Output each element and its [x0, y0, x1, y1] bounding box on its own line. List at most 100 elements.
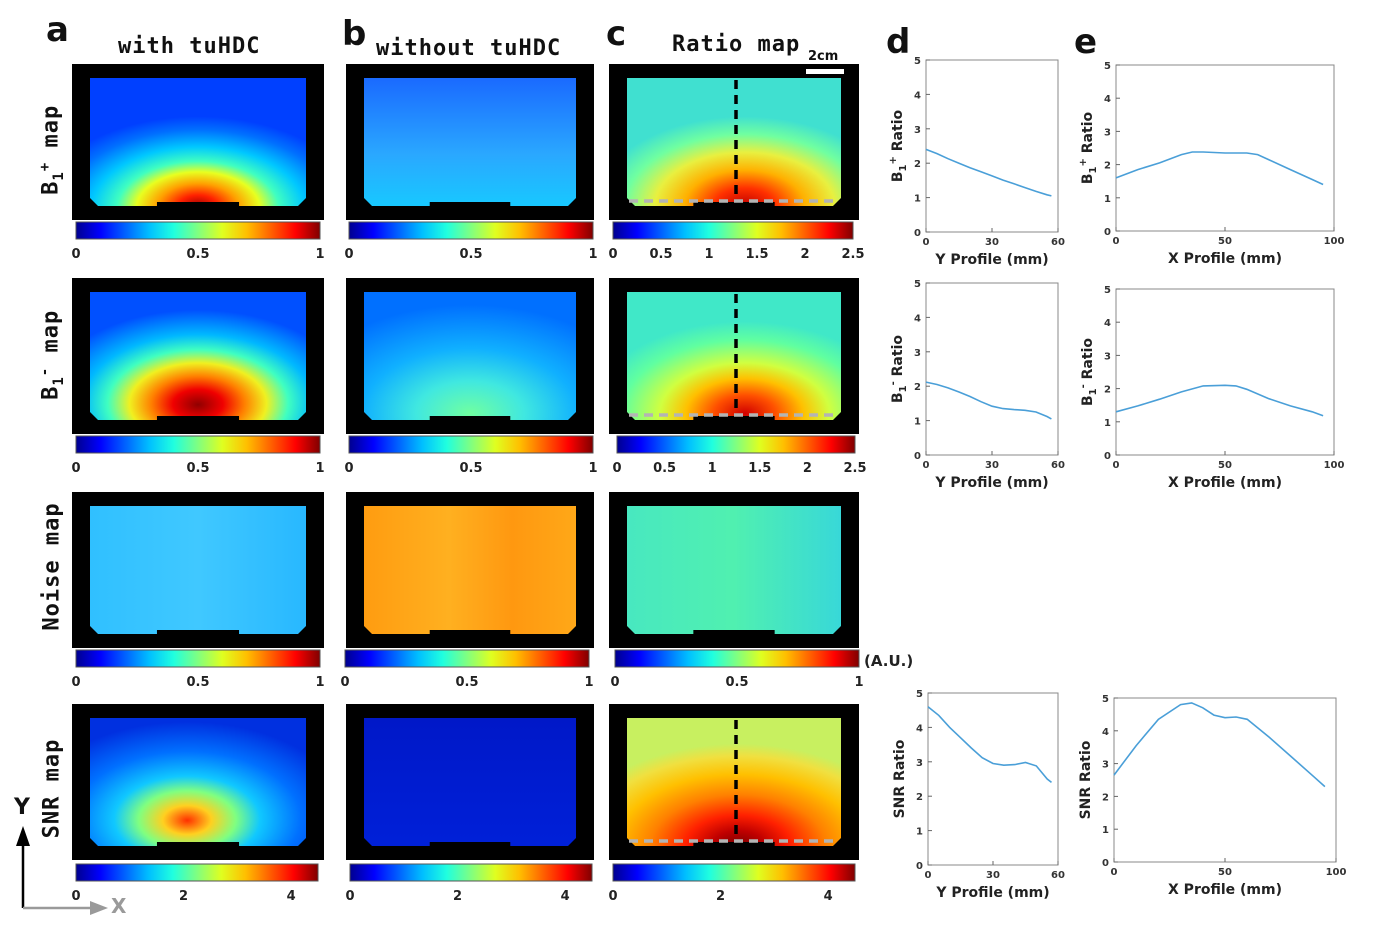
au-label: (A.U.): [864, 652, 914, 670]
x-tick-label: 50: [1218, 867, 1232, 878]
profile-plot-d3: 0 1 2 3 4 5 0 30 60Y Profile (mm) SNR Ratio: [892, 689, 1065, 901]
y-tick-label: 4: [1104, 318, 1111, 329]
y-tick-label: 5: [914, 56, 921, 67]
colorbar-tick-label: 0.5: [459, 461, 482, 476]
map-panel-snr-with: [72, 704, 324, 860]
x-tick-label: 100: [1326, 867, 1347, 878]
y-tick-label: 2: [914, 159, 921, 170]
colorbar-tick-label: 4: [561, 889, 570, 904]
colorbar-tick-label: 2: [453, 889, 462, 904]
y-tick-label: 1: [1104, 194, 1111, 205]
colorbar-tick-label: 2.5: [841, 247, 864, 262]
colorbar-tick-label: 0: [612, 461, 621, 476]
y-tick-label: 4: [914, 313, 921, 324]
colorbar-b1minus-ratio: 0 0.5 1 1.5 2 2.5: [612, 435, 867, 476]
map-panel-b1minus-with: [72, 278, 324, 434]
series-line: [927, 706, 1052, 784]
y-tick-label: 2: [1104, 385, 1111, 396]
x-axis-label: Y Profile (mm): [935, 885, 1049, 901]
colorbar-noise-ratio: 0 0.5 1: [610, 649, 864, 690]
colorbar-tick-label: 1: [315, 247, 324, 262]
y-tick-label: 2: [916, 792, 923, 803]
map-panel-noise-with: [72, 492, 324, 648]
panel-letter-b: b: [342, 14, 367, 54]
x-arrow-head: [90, 901, 108, 915]
x-tick-label: 0: [1113, 236, 1120, 247]
y-tick-label: 3: [916, 758, 923, 769]
colorbar-tick-label: 0: [344, 461, 353, 476]
colorbar-tick-label: 1: [854, 675, 863, 690]
panel-letter-a: a: [46, 10, 69, 50]
y-tick-label: 4: [916, 723, 923, 734]
colorbar-tick-label: 0.5: [186, 675, 209, 690]
y-tick-label: 1: [1102, 825, 1109, 836]
x-tick-label: 30: [985, 460, 999, 471]
x-tick-label: 0: [1113, 460, 1120, 471]
colorbar-tick-label: 0: [71, 461, 80, 476]
colorbar-tick-label: 1: [584, 675, 593, 690]
colorbars: 0 0.5 1 0 0.5 1 0 0.5 1 1.5 2 2.50 0.5 1 0 0.5 1 0 0.5 1 1.5…: [71, 221, 867, 904]
x-axis-label: Y Profile (mm): [934, 475, 1048, 491]
x-axis-label: X Profile (mm): [1168, 882, 1282, 898]
map-panel-b1plus-without: [346, 64, 594, 220]
x-axis-letter: X: [111, 894, 127, 918]
colorbar-tick-label: 0: [340, 675, 349, 690]
colorbar-tick-label: 0: [71, 889, 80, 904]
scale-bar-label: 2cm: [808, 49, 838, 64]
y-tick-label: 0: [916, 861, 923, 872]
colorbar-tick-label: 0: [608, 247, 617, 262]
y-tick-label: 0: [914, 228, 921, 239]
y-tick-label: 5: [1104, 285, 1111, 296]
y-tick-label: 1: [914, 417, 921, 428]
column-title-ratio: Ratio map: [672, 32, 801, 57]
colorbar-b1minus-without: 0 0.5 1: [344, 435, 598, 476]
colorbar-tick-label: 1: [315, 675, 324, 690]
y-tick-label: 3: [1104, 351, 1111, 362]
colorbar-snr-with: 0 2 4: [71, 863, 319, 904]
y-tick-label: 0: [1104, 451, 1111, 462]
y-tick-label: 4: [1104, 94, 1111, 105]
plot-frame: [1115, 288, 1335, 456]
colorbar-tick-label: 4: [287, 889, 296, 904]
colorbar-tick-label: 0: [345, 889, 354, 904]
x-tick-label: 30: [985, 237, 999, 248]
y-tick-label: 3: [1102, 760, 1109, 771]
colorbar-tick-label: 2: [800, 247, 809, 262]
map-panel-b1plus-ratio: [609, 64, 859, 220]
y-tick-label: 3: [914, 348, 921, 359]
x-axis-label: Y Profile (mm): [934, 252, 1048, 268]
colorbar-tick-label: 2: [803, 461, 812, 476]
y-tick-label: 3: [1104, 127, 1111, 138]
colorbar-tick-label: 1.5: [745, 247, 768, 262]
y-tick-label: 0: [914, 451, 921, 462]
colorbar-tick-label: 0.5: [459, 247, 482, 262]
series-line: [1113, 702, 1326, 788]
y-tick-label: 5: [1104, 61, 1111, 72]
colorbar-b1plus-with: 0 0.5 1: [71, 221, 325, 262]
series-line: [925, 381, 1052, 420]
colorbar-tick-label: 1: [588, 247, 597, 262]
y-tick-label: 3: [914, 125, 921, 136]
x-tick-label: 50: [1218, 460, 1232, 471]
column-title-with: with tuHDC: [118, 34, 261, 59]
x-tick-label: 0: [1111, 867, 1118, 878]
colorbar-tick-label: 0.5: [455, 675, 478, 690]
colorbar-tick-label: 0.5: [653, 461, 676, 476]
colorbar-b1plus-ratio: 0 0.5 1 1.5 2 2.5: [608, 221, 865, 262]
y-tick-label: 2: [1104, 161, 1111, 172]
colorbar-tick-label: 1: [588, 461, 597, 476]
y-axis-label: SNR Ratio: [1078, 740, 1094, 819]
colorbar-noise-without: 0 0.5 1: [340, 649, 594, 690]
column-title-without: without tuHDC: [376, 36, 562, 61]
map-panel-b1plus-with: [72, 64, 324, 220]
map-panel-b1minus-ratio: [609, 278, 859, 434]
series-line: [925, 148, 1052, 197]
colorbar-tick-label: 0.5: [186, 247, 209, 262]
colorbar-tick-label: 0.5: [186, 461, 209, 476]
y-tick-label: 4: [914, 90, 921, 101]
colorbar-tick-label: 0.5: [725, 675, 748, 690]
